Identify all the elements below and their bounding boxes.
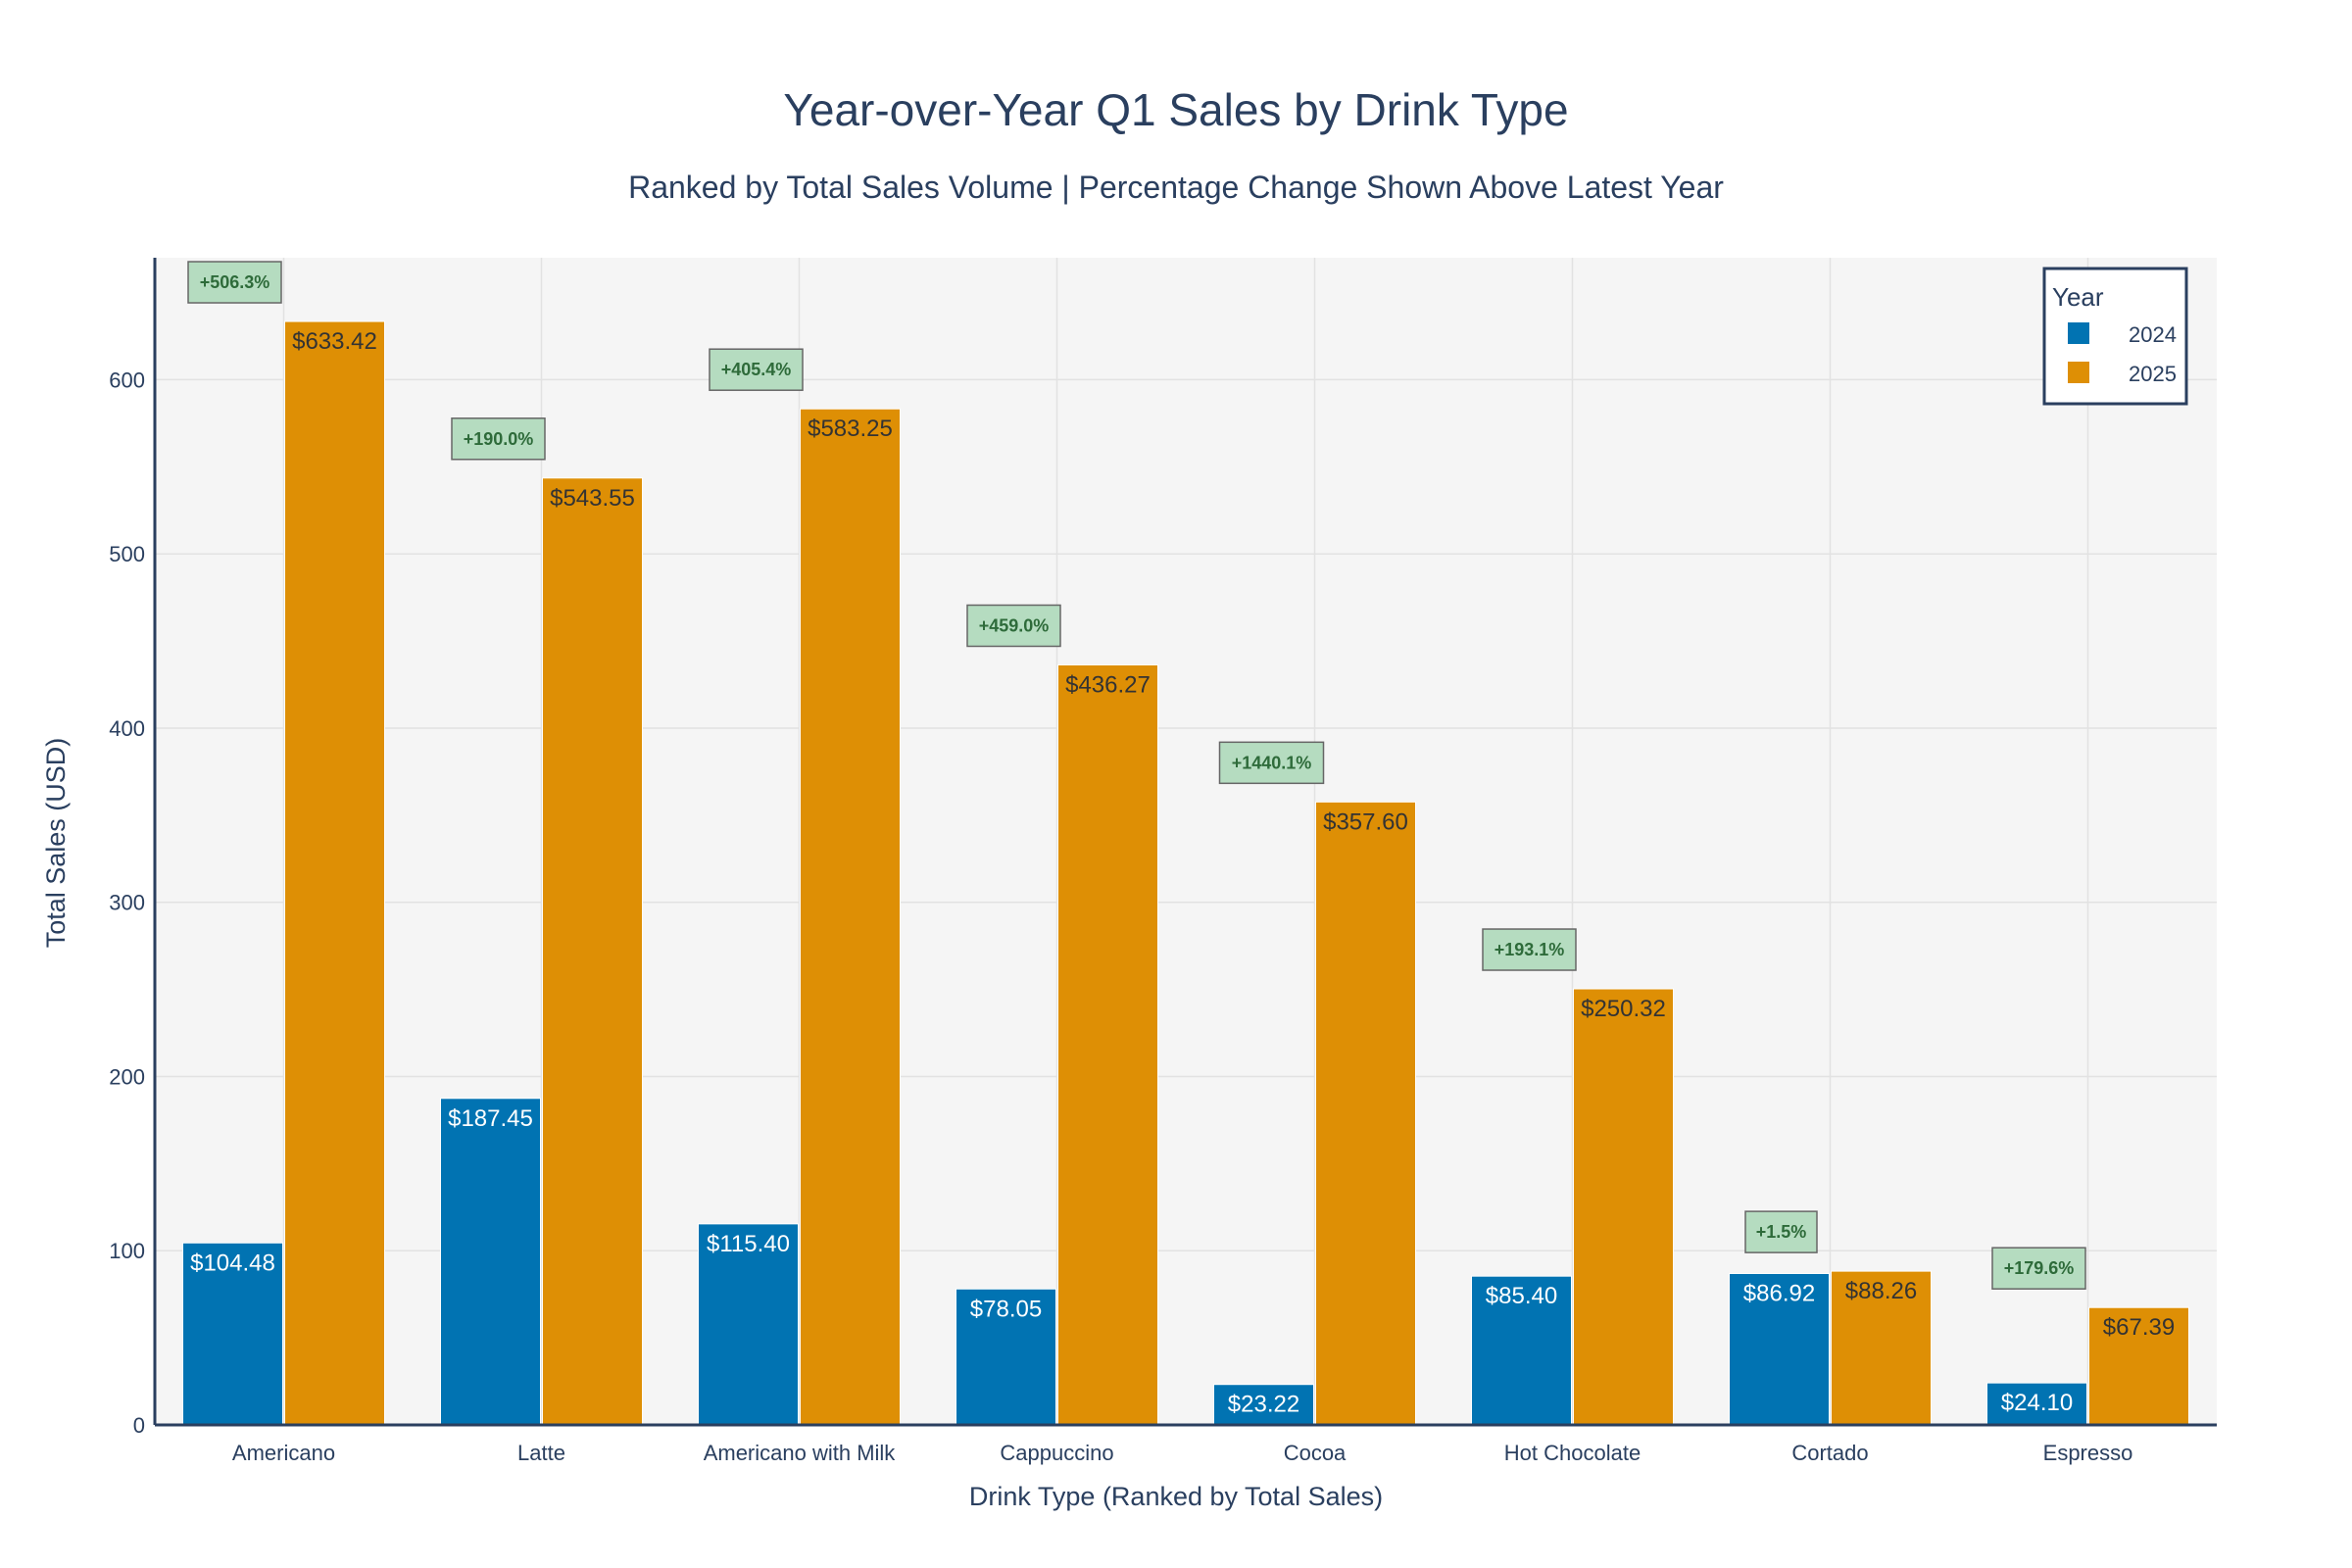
bar-americano-2024 xyxy=(182,1242,283,1426)
change-annotation-box-americano-with-milk xyxy=(709,348,804,391)
x-tick-label: Cortado xyxy=(1791,1441,1868,1465)
y-tick-label: 400 xyxy=(109,716,145,741)
bar-label-hot-chocolate-2024: $85.40 xyxy=(1486,1283,1557,1309)
bar-label-cortado-2024: $86.92 xyxy=(1743,1280,1815,1306)
bar-label-cortado-2025: $88.26 xyxy=(1845,1278,1917,1304)
legend-label-2025: 2025 xyxy=(2129,362,2177,386)
x-tick-label: Latte xyxy=(517,1441,565,1465)
tick-labels: 0 100 200 300 400 500 600 Americano Latte America… xyxy=(109,368,2132,1465)
bar-label-hot-chocolate-2025: $250.32 xyxy=(1581,996,1666,1022)
bar-espresso-2025 xyxy=(2088,1306,2189,1426)
change-annotation-box-cappuccino xyxy=(966,604,1061,648)
change-annotation-americano: +506.3% xyxy=(200,272,270,292)
change-annotation-box-cocoa xyxy=(1218,741,1325,785)
bar-label-americano-2024: $104.48 xyxy=(190,1250,275,1276)
bar-label-espresso-2024: $24.10 xyxy=(2001,1390,2073,1416)
bar-latte-2024 xyxy=(440,1098,541,1426)
bar-label-cocoa-2025: $357.60 xyxy=(1323,808,1408,835)
bar-espresso-2024 xyxy=(1986,1382,2087,1426)
bar-label-latte-2025: $543.55 xyxy=(550,485,635,512)
bar-americano-2025 xyxy=(284,320,385,1426)
change-annotation-cappuccino: +459.0% xyxy=(979,615,1050,635)
bar-label-americano-with-milk-2024: $115.40 xyxy=(707,1231,790,1257)
legend-swatch-2025 xyxy=(2068,362,2089,383)
bar-label-latte-2024: $187.45 xyxy=(448,1105,533,1132)
legend-label-2024: 2024 xyxy=(2129,322,2177,347)
legend: Year 2024 2025 xyxy=(2042,267,2188,406)
change-annotation-cocoa: +1440.1% xyxy=(1232,753,1312,772)
y-tick-label: 0 xyxy=(133,1413,145,1438)
chart-subtitle: Ranked by Total Sales Volume | Percentag… xyxy=(628,170,1724,205)
x-tick-label: Hot Chocolate xyxy=(1504,1441,1641,1465)
x-tick-label: Cocoa xyxy=(1284,1441,1347,1465)
change-annotations: +506.3% +190.0% +405.4% +459.0% +1440.1% +193… xyxy=(187,261,2086,1290)
bar-hot-chocolate-2024 xyxy=(1471,1275,1572,1426)
change-annotation-box-cortado xyxy=(1744,1210,1818,1253)
bars xyxy=(182,320,2189,1426)
change-annotation-box-hot-chocolate xyxy=(1482,928,1577,971)
change-annotation-box-espresso xyxy=(1991,1247,2086,1290)
x-tick-label: Cappuccino xyxy=(1000,1441,1113,1465)
bar-cappuccino-2025 xyxy=(1057,663,1158,1426)
change-annotation-box-latte xyxy=(451,417,546,461)
y-tick-label: 300 xyxy=(109,891,145,915)
x-tick-label: Americano xyxy=(232,1441,335,1465)
change-annotation-hot-chocolate: +193.1% xyxy=(1494,940,1565,959)
y-tick-label: 200 xyxy=(109,1064,145,1089)
x-tick-label: Americano with Milk xyxy=(704,1441,897,1465)
axes xyxy=(153,258,2217,1427)
x-tick-label: Espresso xyxy=(2043,1441,2133,1465)
bar-americano-with-milk-2024 xyxy=(698,1223,799,1426)
bar-label-cocoa-2024: $23.22 xyxy=(1228,1392,1299,1418)
change-annotation-americano-with-milk: +405.4% xyxy=(721,360,792,379)
y-axis-title: Total Sales (USD) xyxy=(41,738,71,949)
y-tick-label: 500 xyxy=(109,542,145,566)
bar-cortado-2025 xyxy=(1831,1270,1932,1426)
bar-cocoa-2025 xyxy=(1315,801,1416,1426)
y-tick-label: 100 xyxy=(109,1239,145,1263)
legend-swatch-2024 xyxy=(2068,322,2089,344)
bar-label-americano-2025: $633.42 xyxy=(292,328,377,355)
legend-title: Year xyxy=(2052,282,2104,312)
change-annotation-box-americano xyxy=(187,261,282,304)
bar-hot-chocolate-2025 xyxy=(1573,988,1674,1426)
bar-label-cappuccino-2025: $436.27 xyxy=(1065,671,1151,698)
bar-cappuccino-2024 xyxy=(956,1288,1056,1426)
bar-cocoa-2024 xyxy=(1213,1384,1314,1426)
chart-title: Year-over-Year Q1 Sales by Drink Type xyxy=(783,84,1568,135)
bar-label-espresso-2025: $67.39 xyxy=(2103,1314,2175,1341)
bar-label-americano-with-milk-2025: $583.25 xyxy=(808,416,893,442)
bar-labels: $104.48 $633.42 $187.45 $543.55 $115.40 $583.… xyxy=(190,328,2175,1418)
x-axis-title: Drink Type (Ranked by Total Sales) xyxy=(969,1482,1383,1511)
bar-label-cappuccino-2024: $78.05 xyxy=(970,1296,1042,1322)
change-annotation-espresso: +179.6% xyxy=(2004,1258,2075,1278)
bar-latte-2025 xyxy=(542,477,643,1426)
change-annotation-latte: +190.0% xyxy=(464,429,534,449)
bar-americano-with-milk-2025 xyxy=(800,408,901,1426)
grid-lines xyxy=(155,258,2217,1425)
y-tick-label: 600 xyxy=(109,368,145,392)
change-annotation-cortado: +1.5% xyxy=(1756,1222,1807,1242)
bar-cortado-2024 xyxy=(1729,1272,1830,1426)
